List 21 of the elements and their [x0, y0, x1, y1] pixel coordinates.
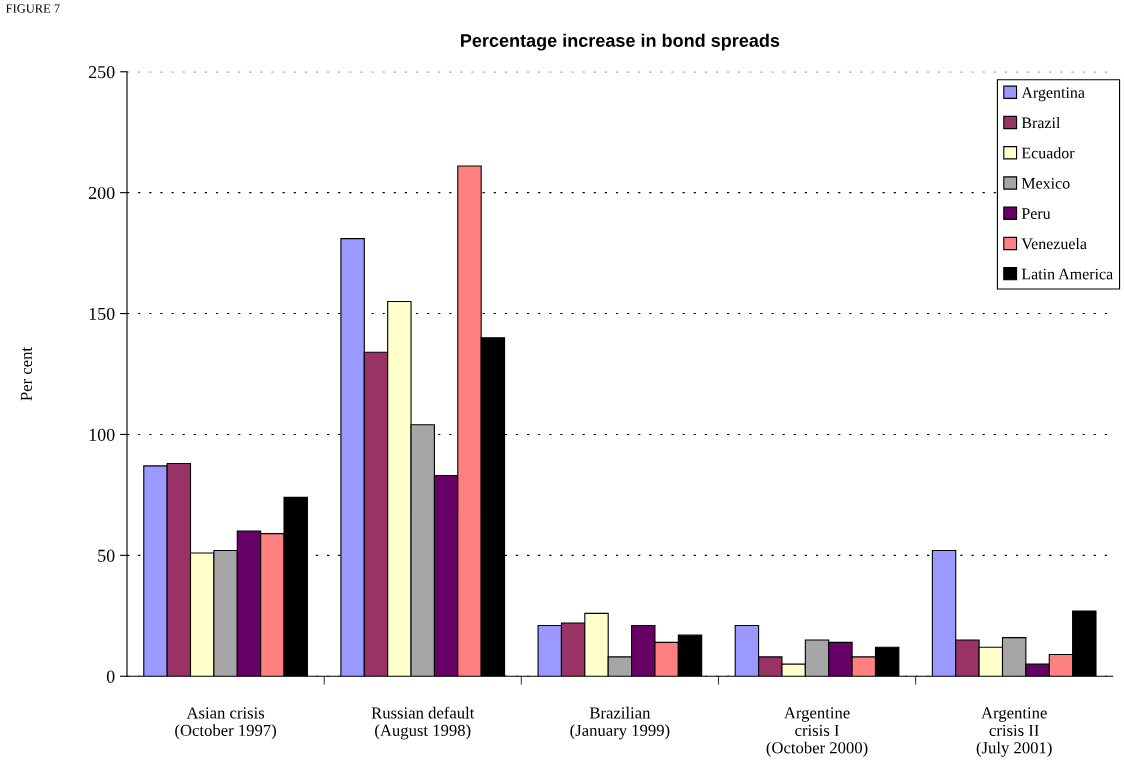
legend-label: Venezuela [1021, 237, 1087, 250]
y-tick-label: 0 [106, 670, 115, 683]
caption: FIGURE 7 [5, 4, 60, 13]
y-tick-label: 150 [89, 307, 115, 320]
y-tick-label: 250 [88, 66, 115, 79]
legend-label: Ecuador [1021, 147, 1075, 159]
x-tick-label: Russian default (August 1998) [371, 706, 475, 740]
legend-label: Latin America [1021, 268, 1113, 280]
x-tick-label: Brazilian (January 1999) [570, 706, 670, 740]
x-tick-label: Argentine crisis I (October 2000) [766, 707, 868, 757]
legend-label: Argentina [1021, 87, 1085, 102]
legend-label: Brazil [1021, 116, 1061, 129]
x-tick-label: Argentine crisis II (July 2001) [976, 707, 1052, 757]
y-tick-label: 200 [88, 186, 115, 200]
y-tick-label: 50 [98, 549, 115, 562]
legend-label: Mexico [1021, 177, 1070, 189]
legend-label: Peru [1021, 208, 1051, 219]
chart-title: Percentage increase in bond spreads [461, 33, 780, 51]
y-tick-label: 100 [89, 428, 115, 441]
x-tick-label: Asian crisis (October 1997) [175, 707, 276, 740]
y-axis-title: Per cent [20, 347, 32, 401]
